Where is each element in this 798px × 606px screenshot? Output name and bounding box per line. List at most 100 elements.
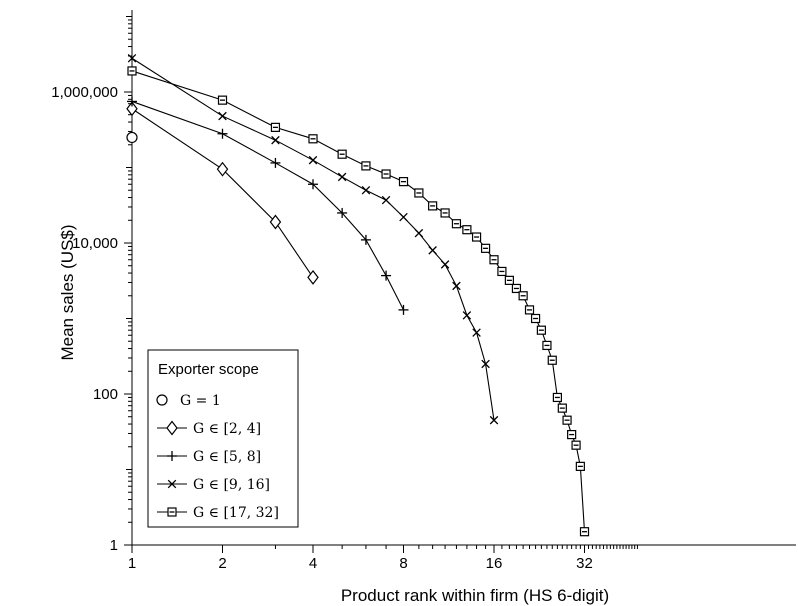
data-point [127,53,137,63]
data-point [575,461,585,471]
data-point [472,328,481,337]
data-point [127,66,137,76]
data-point [480,243,491,253]
series-line [131,108,314,278]
data-point [571,440,581,450]
x-tick-label: 4 [309,555,317,572]
data-point [462,311,472,320]
y-tick-label: 1,000,000 [51,84,118,101]
data-point [511,283,522,294]
data-point [451,219,462,229]
data-point [489,415,499,425]
series-line [131,100,404,311]
legend-marker [166,420,178,436]
data-point [308,179,318,190]
data-point [361,185,371,195]
y-tick-label: 100 [93,386,118,403]
data-point [542,340,552,351]
data-point [562,415,572,425]
data-point [524,305,535,315]
data-point [536,325,546,335]
data-point [381,195,391,205]
y-tick-label: 1 [110,537,118,554]
legend-entry: G ∈ [17, 32] [157,505,279,521]
data-point [440,208,450,218]
data-point [216,161,229,177]
legend-entry: G = 1 [156,393,221,409]
x-tick-label: 32 [576,555,593,572]
data-point [414,188,424,198]
data-point [428,246,437,255]
y-ticks: 1 100 10,000 1,000,000 [51,16,132,554]
x-tick-label: 2 [218,555,226,572]
series-square [127,66,590,537]
data-point [440,260,450,269]
data-point [337,149,347,159]
data-point [518,291,528,301]
legend-label: G = 1 [180,393,221,409]
legend-entry: G ∈ [2, 4] [157,420,261,437]
data-point [552,392,562,403]
data-point [308,134,318,144]
legend-marker [156,394,168,406]
legend-marker [167,479,177,489]
data-point [337,207,348,218]
data-point [308,155,318,165]
series-plus [127,96,409,315]
data-point [218,111,227,121]
legend-label: G ∈ [9, 16] [193,477,270,493]
data-point [269,214,282,230]
data-point [414,228,424,238]
data-point [270,122,281,132]
data-point [462,225,472,235]
data-point [381,169,391,179]
data-point [481,359,490,369]
legend-box [147,349,299,528]
data-point [471,232,482,242]
legend-title: Exporter scope [158,361,259,378]
data-point [217,128,228,139]
y-axis-title: Mean sales (US$) [58,224,77,360]
data-point [271,135,280,145]
data-point [428,201,438,211]
data-point [270,157,281,168]
x-ticks: 1 2 4 8 16 32 [128,545,638,572]
data-point [452,281,461,291]
data-point [307,269,319,285]
data-point [217,95,228,105]
legend-marker [167,451,177,461]
data-point [398,177,409,187]
legend-label: G ∈ [17, 32] [193,505,279,521]
data-point [547,355,557,365]
legend-entries: G = 1 G ∈ [2, 4] G ∈ [5, 8] G ∈ [9, 16] G ∈ … [156,393,279,521]
data-point [504,275,514,285]
data-point [337,172,347,182]
x-axis-title: Product rank within firm (HS 6-digit) [341,586,609,605]
series-circle [126,131,138,144]
y-tick-label: 10,000 [72,235,118,252]
plot-series [126,53,590,537]
legend: Exporter scope G = 1 G ∈ [2, 4] G ∈ [5, 8]… [147,349,299,528]
data-point [126,131,138,144]
x-tick-label: 1 [128,555,136,572]
data-point [127,96,137,107]
data-point [579,527,590,537]
series-line [131,57,495,421]
data-point [399,212,408,222]
data-point [497,266,507,277]
series-x [127,53,499,425]
legend-entry: G ∈ [5, 8] [157,449,261,465]
data-point [567,429,577,440]
x-tick-label: 16 [486,555,503,572]
legend-label: G ∈ [5, 8] [193,449,261,465]
legend-label: G ∈ [2, 4] [193,421,261,437]
data-point [381,270,392,281]
data-point [530,313,541,324]
data-point [361,161,371,171]
data-point [360,234,371,245]
legend-entry: G ∈ [9, 16] [157,477,270,493]
data-point [126,101,138,117]
x-tick-label: 8 [399,555,407,572]
data-point [557,403,567,413]
